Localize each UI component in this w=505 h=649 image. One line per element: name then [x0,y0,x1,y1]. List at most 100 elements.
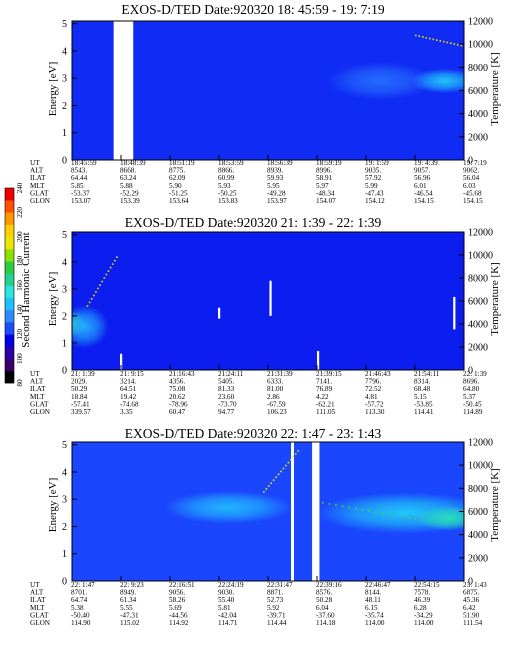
trace-point [432,38,435,41]
energy-tick-label: 0 [62,366,67,377]
ephemeris-value: 22:16:51 [169,581,195,589]
ephemeris-value: 6.42 [463,604,476,612]
colorbar-tick-label: 200 [16,231,24,242]
ephemeris-value: 5.81 [218,604,231,612]
ephemeris-value: 48.11 [365,596,381,604]
ephemeris-value: 153.64 [169,197,189,205]
ephemeris-value: -47.43 [365,189,384,197]
ephemeris-value: -53.37 [71,189,90,197]
ephemeris-row-label: GLON [30,619,51,627]
ephemeris-value: 9056. [169,589,185,597]
ephemeris-value: 81.00 [267,385,284,393]
temperature-tick-label: 2000 [468,343,488,354]
spike-mark [269,280,272,316]
trace-point [328,503,331,505]
ephemeris-value: 3.35 [120,408,133,416]
ephemeris-row-label: GLON [30,197,51,205]
trace-point [90,298,93,300]
ephemeris-value: 21: 1:39 [71,370,95,378]
ephemeris-value: 5405. [218,378,234,386]
ephemeris-row-label: ILAT [30,174,46,182]
ephemeris-value: 6333. [267,378,283,386]
energy-tick-label: 1 [62,338,67,349]
ephemeris-value: 5.69 [169,604,182,612]
ephemeris-value: 56.04 [463,174,480,182]
ephemeris-row-label: GLON [30,408,51,416]
ephemeris-value: 18:56:39 [267,159,293,167]
energy-tick-label: 4 [62,46,67,57]
ephemeris-value: 21: 9:15 [120,370,144,378]
trace-point [103,277,106,279]
ephemeris-value: 8543. [71,167,87,175]
ephemeris-row-label: ALT [30,167,44,175]
temperature-tick-label: 10000 [468,40,493,51]
colorbar-swatch [5,346,14,359]
ephemeris-value: 8996. [316,167,332,175]
trace-point [107,270,110,272]
panel-2-plot: 0 1 2 3 4 5 0 2000 4000 6000 8000 10000 12000 UTALTIL… [30,228,493,417]
trace-point [116,256,118,258]
ephemeris-value: 22:39:16 [316,581,342,589]
ephemeris-value: 5.99 [365,182,378,190]
panel-1-title: EXOS-D/TED Date:920320 18: 45:59 - 19: 7… [121,2,384,17]
ephemeris-value: 19: 1:59 [365,159,389,167]
panel-2-ylabel-left: Energy [eV] [47,272,59,326]
ephemeris-value: 2.86 [267,393,280,401]
colorbar-swatch [5,248,14,262]
spike-mark [120,353,123,370]
ephemeris-value: 106.23 [267,408,287,416]
ephemeris-value: 94.77 [218,408,235,416]
trace-point [99,284,101,286]
ephemeris-value: 64.44 [71,174,88,182]
spike-mark [453,296,456,330]
colorbar-tick-label: 100 [16,353,24,364]
ephemeris-value: 18.84 [71,393,88,401]
trace-point [88,301,91,304]
ephemeris-row-label: ALT [30,589,44,597]
ephemeris-value: 114.44 [267,619,287,627]
ephemeris-value: 18:45:59 [71,159,97,167]
panel-2-ylabel-right: Temperature [K] [489,262,501,335]
ephemeris-value: 5.97 [316,182,329,190]
trace-point [86,305,89,307]
trace-point [361,508,364,511]
temperature-tick-label: 12000 [468,17,493,28]
ephemeris-value: 6.15 [365,604,378,612]
ephemeris-value: 7141. [316,378,332,386]
ephemeris-value: 2029. [71,378,87,386]
colorbar-swatch [5,322,14,335]
ephemeris-value: 21:39:15 [316,370,342,378]
ephemeris-value: 153.97 [267,197,287,205]
colorbar-swatch [5,212,14,225]
ephemeris-value: 5.85 [71,182,84,190]
colorbar-swatch [5,261,14,274]
trace-point [109,266,112,269]
ephemeris-value: -67.59 [267,400,286,408]
trace-point [321,501,324,504]
heatmap-blob [415,506,464,531]
trace-point [93,294,95,297]
colorbar: Second Harmonic Current 80 100 120 140 160 18… [4,182,32,387]
colorbar-tick-label: 140 [16,304,24,315]
energy-tick-label: 1 [62,549,67,560]
trace-point [418,35,421,38]
ephemeris-value: 154.15 [414,197,434,205]
ephemeris-value: 5.93 [218,182,231,190]
ephemeris-value: 114.92 [169,619,189,627]
ephemeris-value: 64.80 [463,385,480,393]
ephemeris-value: -50.25 [218,189,237,197]
ephemeris-value: 8314. [414,378,430,386]
ephemeris-value: 22:24:19 [218,581,244,589]
ephemeris-row-label: UT [30,581,40,589]
ephemeris-row-label: MLT [30,604,45,612]
ephemeris-value: 154.15 [463,197,483,205]
heatmap-blob [165,491,293,524]
ephemeris-value: -39.71 [267,611,286,619]
heatmap-background [72,232,464,370]
trace-point [272,479,275,481]
trace-point [290,458,292,461]
ephemeris-value: 18:53:59 [218,159,244,167]
panel-3-ylabel-left: Energy [eV] [47,478,59,532]
ephemeris-value: 154.07 [316,197,336,205]
